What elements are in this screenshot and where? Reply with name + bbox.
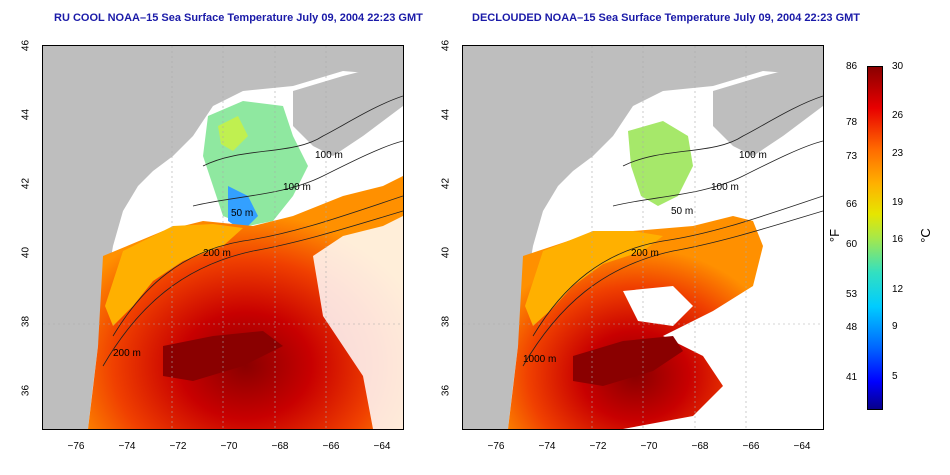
- land-mass-nova-scotia: [293, 61, 403, 156]
- shelf-water: [525, 231, 663, 326]
- celsius-unit-label: °C: [917, 228, 933, 243]
- colorbar-celsius-tick: 9: [892, 321, 898, 332]
- temperature-colorbar: [867, 66, 883, 410]
- colorbar-celsius-tick: 19: [892, 197, 904, 208]
- contour-line: [522, 210, 823, 367]
- longitude-tick-label: −66: [742, 441, 760, 452]
- contour-label: 50 m: [671, 206, 694, 217]
- latitude-tick-label: 36: [440, 384, 452, 397]
- contour-label: 100 m: [283, 182, 311, 193]
- contour-line: [622, 95, 823, 167]
- latitude-tick-label: 42: [440, 177, 452, 190]
- colorbar-celsius-tick: 26: [892, 110, 904, 121]
- longitude-tick-label: −70: [640, 441, 658, 452]
- colorbar-celsius-tick: 23: [892, 148, 904, 159]
- latitude-tick-label: 38: [440, 315, 452, 328]
- latitude-tick-label: 40: [440, 246, 452, 259]
- cool-water-patch: [228, 186, 258, 231]
- colorbar-fahrenheit-tick: 66: [846, 199, 858, 210]
- colorbar-fahrenheit-tick: 41: [846, 372, 858, 383]
- longitude-tick-label: −64: [373, 441, 391, 452]
- latitude-tick-label: 36: [20, 384, 32, 397]
- contour-label: 1000 m: [523, 354, 557, 365]
- longitude-tick-label: −66: [322, 441, 340, 452]
- longitude-tick-label: −68: [691, 441, 709, 452]
- latitude-tick-label: 42: [20, 177, 32, 190]
- shelf-water: [105, 224, 243, 326]
- longitude-tick-label: −68: [271, 441, 289, 452]
- land-mass: [43, 46, 403, 429]
- colorbar-fahrenheit-tick: 73: [846, 151, 858, 162]
- contour-label: 200 m: [113, 348, 141, 359]
- left-panel-title: RU COOL NOAA–15 Sea Surface Temperature …: [54, 12, 423, 24]
- colorbar-fahrenheit-tick: 60: [846, 239, 858, 250]
- longitude-tick-label: −76: [67, 441, 85, 452]
- longitude-tick-label: −74: [538, 441, 556, 452]
- colorbar-fahrenheit-tick: 78: [846, 117, 858, 128]
- colorbar-celsius-tick: 30: [892, 61, 904, 72]
- contour-line: [612, 140, 823, 207]
- fahrenheit-unit-label: °F: [827, 228, 843, 243]
- contour-line: [202, 95, 403, 167]
- longitude-tick-label: −64: [793, 441, 811, 452]
- longitude-tick-label: −72: [169, 441, 187, 452]
- contour-line: [102, 210, 403, 367]
- contour-label: 100 m: [739, 150, 767, 161]
- deep-warm-core: [573, 336, 683, 386]
- colorbar-fahrenheit-tick: 48: [846, 322, 858, 333]
- contour-label: 200 m: [631, 248, 659, 259]
- longitude-tick-label: −72: [589, 441, 607, 452]
- contour-line: [112, 195, 403, 337]
- land-mass: [463, 46, 823, 429]
- right-sst-map: 100 m 100 m 50 m 200 m 1000 m: [462, 45, 824, 430]
- latitude-tick-label: 44: [440, 108, 452, 121]
- land-mass-nova-scotia: [713, 61, 823, 156]
- cool-water-gulf-of-maine: [203, 101, 308, 226]
- left-sst-map: 100 m 100 m 50 m 200 m 200 m: [42, 45, 404, 430]
- latitude-tick-label: 46: [20, 39, 32, 52]
- latitude-tick-label: 44: [20, 108, 32, 121]
- longitude-tick-label: −70: [220, 441, 238, 452]
- cool-water-patch: [218, 116, 248, 151]
- contour-line: [532, 195, 823, 337]
- colorbar-fahrenheit-tick: 86: [846, 61, 858, 72]
- latitude-tick-label: 40: [20, 246, 32, 259]
- contour-label: 200 m: [203, 248, 231, 259]
- contour-line: [192, 140, 403, 207]
- longitude-tick-label: −74: [118, 441, 136, 452]
- cloud: [313, 216, 403, 429]
- latitude-tick-label: 38: [20, 315, 32, 328]
- colorbar-fahrenheit-tick: 53: [846, 289, 858, 300]
- contour-label: 100 m: [711, 182, 739, 193]
- contour-label: 50 m: [231, 208, 254, 219]
- right-panel-title: DECLOUDED NOAA–15 Sea Surface Temperatur…: [472, 12, 861, 24]
- cloud-gap: [623, 286, 693, 326]
- colorbar-celsius-tick: 16: [892, 234, 904, 245]
- colorbar-celsius-tick: 12: [892, 284, 904, 295]
- cool-water-gulf-of-maine: [628, 121, 693, 206]
- longitude-tick-label: −76: [487, 441, 505, 452]
- colorbar-celsius-tick: 5: [892, 371, 898, 382]
- contour-label: 100 m: [315, 150, 343, 161]
- latitude-tick-label: 46: [440, 39, 452, 52]
